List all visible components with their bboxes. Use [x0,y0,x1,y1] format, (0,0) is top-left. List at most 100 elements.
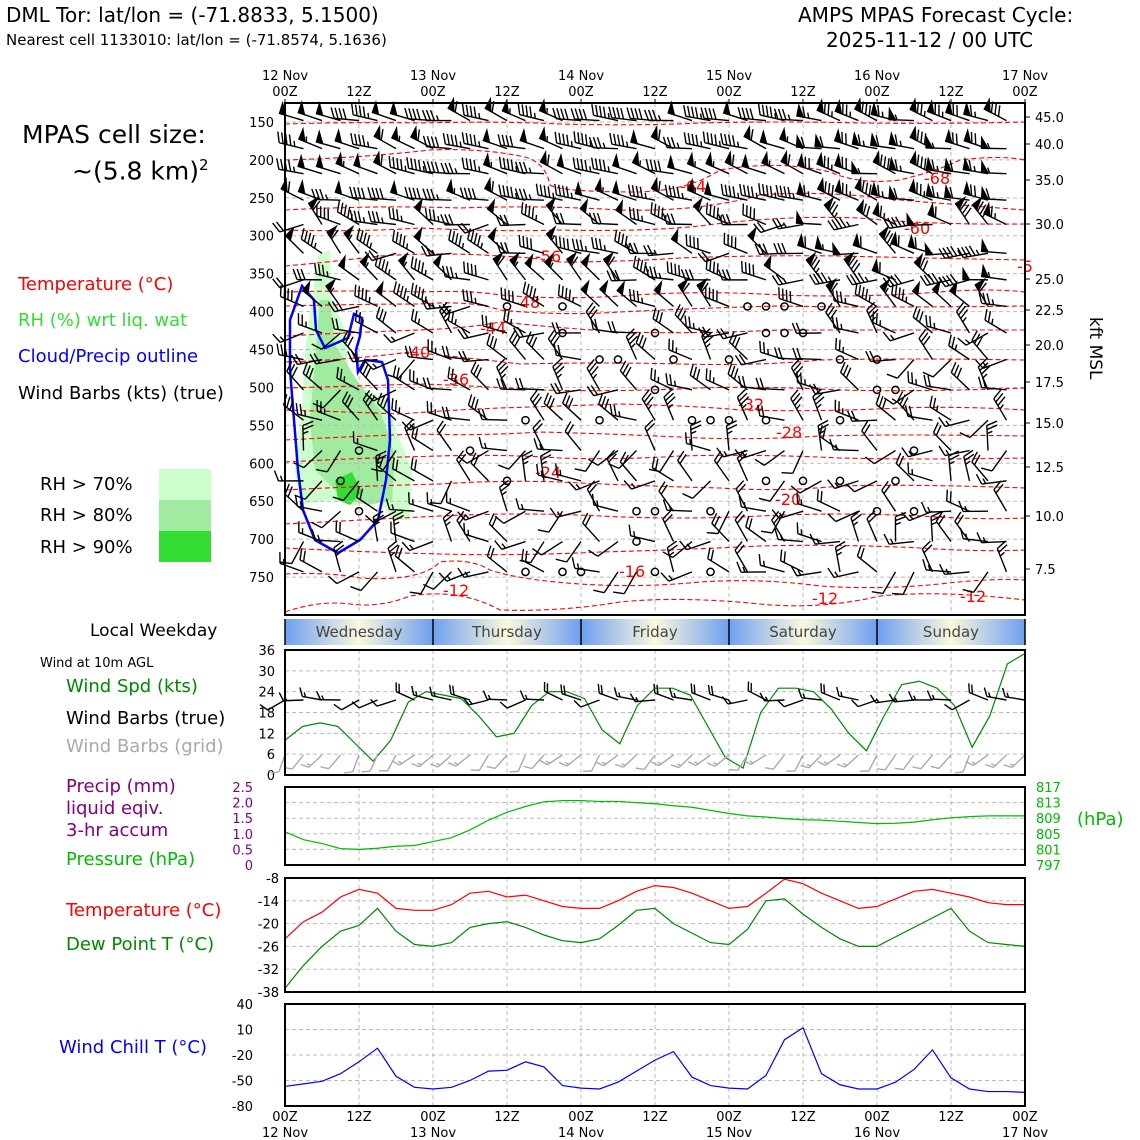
wind-barb [556,152,582,175]
wind-barb [591,104,619,122]
wind-barb [851,160,878,175]
wind-barb [932,422,952,452]
wind-barb [311,188,341,201]
wind-barb [512,326,545,339]
wind-barb [299,548,323,573]
wind-barb [385,498,415,512]
wind-barb [426,492,452,512]
legend-windchill: Wind Chill T (°C) [59,1037,207,1058]
wind-barb [375,454,397,482]
wind-barb [580,252,600,281]
bottom-hour-label: 12Z [790,1110,816,1125]
wind-barb [856,545,878,573]
wind-barb [925,156,952,175]
height-tick-label: 17.5 [1035,376,1064,391]
wind-barb [686,177,711,201]
wind-barb-grid [894,754,915,771]
wind-barb [459,187,489,201]
wind-barb [457,327,489,340]
wind-barb [421,109,452,122]
wind-barb [390,521,415,543]
wind-barb [677,450,693,482]
windchill-tick-label: -80 [232,1100,253,1115]
wind-barb [356,227,378,254]
wind-barb-grid [764,754,786,770]
wind-barb [586,385,619,397]
wind-barb-grid [582,754,601,773]
wind-barb-true [759,692,785,702]
pressure-tick-label: 500 [249,381,274,396]
wind-barb-grid [558,754,582,767]
wind-barb [734,449,767,459]
wind-barb [608,450,637,470]
wind-barb [488,513,508,543]
wind-barb-true [851,699,878,708]
bottom-date-label: 17 Nov [1002,1126,1048,1140]
wind-barb [389,100,415,122]
calm-circle [354,506,364,516]
wind-barb [311,510,341,529]
wind-barb [591,493,619,512]
wind-barb [983,201,1007,226]
temp-tick-label: -8 [266,872,279,887]
wind-barb [909,97,933,122]
wind-barb [925,182,952,201]
wind-barb [331,317,360,334]
temperature-contour-label: -56 [535,247,561,266]
wind-barb [790,389,804,421]
wind-barb [882,274,915,288]
wind-barb [509,251,527,281]
wind-barb [272,277,304,289]
wind-barb [996,540,1008,573]
wind-barb [525,331,545,361]
wind-barb [846,410,878,422]
bottom-hour-label: 00Z [864,1110,890,1125]
wind-barb [376,392,397,421]
wind-barb [963,449,975,482]
wind-barb [594,177,619,201]
wind-barb [980,135,1007,150]
wind-barb [372,510,385,542]
wind-barb [373,124,397,150]
temp-panel-frame [284,877,1026,993]
wind-barb [945,99,970,122]
wind-barb [350,133,378,150]
wind-barb [780,149,804,175]
pressure-tick-label: 700 [249,533,274,548]
temperature-contour [284,321,1025,337]
wind-barb [284,225,304,254]
wind-barb [971,330,989,360]
wind-barb-true [797,688,822,701]
weekday-cell [729,619,877,645]
wind-barb [948,334,970,361]
wind-barb [277,131,304,150]
wind-barb [611,179,637,201]
wind-barb [664,184,693,201]
wind-barb [763,254,785,281]
wind-barb [519,127,545,150]
wind-barb [791,322,822,335]
wind-barb [872,201,896,226]
calm-circle [650,567,660,577]
wind-barb [497,134,526,150]
calm-circle [724,355,734,364]
wind-barb-true [278,692,304,702]
wind-barb-grid [320,754,342,770]
wind-barb [461,157,489,175]
legend-rh90: RH > 90% [40,537,133,558]
wind-barb [670,227,693,254]
wind-barb [557,284,582,308]
top-date-label: 12 Nov [262,69,308,84]
wind-barb [580,279,600,307]
pressure-tick-label: 150 [249,116,274,131]
wind-barb [535,183,563,201]
wind-barb [273,470,304,482]
wind-barb [734,541,749,573]
top-hour-label: 00Z [864,85,890,100]
temperature-contour-label: -16 [619,562,645,581]
wind-barb [957,245,989,259]
pressure-tick-label: 300 [249,230,274,245]
legend-cloud: Cloud/Precip outline [18,346,199,367]
pressure-tick-label: 250 [249,192,274,207]
wind-barb-grid [687,754,711,767]
